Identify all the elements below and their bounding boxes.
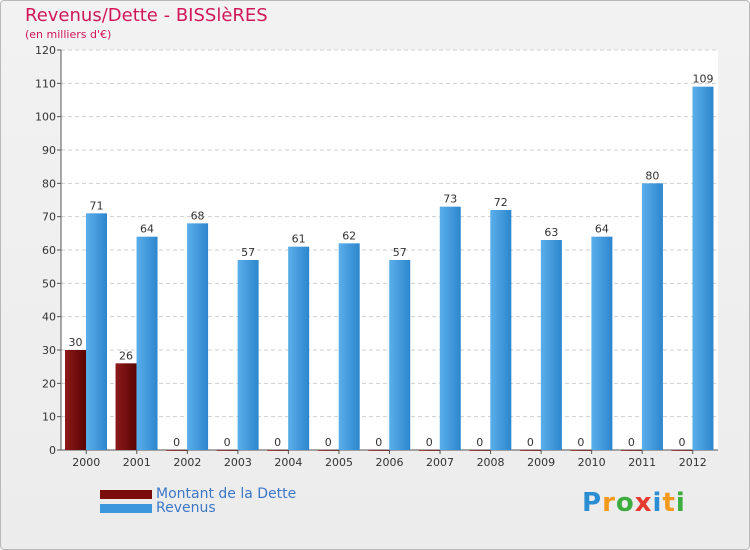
y-tick-label-80: 80	[42, 177, 56, 190]
x-tick-label-2006: 2006	[376, 456, 404, 469]
y-tick-label-60: 60	[42, 244, 56, 257]
bar-revenus-2010	[591, 236, 613, 450]
y-tick-label-120: 120	[35, 44, 56, 57]
bar-revenus-2006	[389, 260, 411, 450]
data-label-revenus-2004: 61	[292, 233, 306, 246]
x-tick-label-2010: 2010	[578, 456, 606, 469]
x-tick-label-2008: 2008	[477, 456, 505, 469]
x-tick-label-2002: 2002	[173, 456, 201, 469]
x-tick-label-2003: 2003	[224, 456, 252, 469]
bar-revenus-2007	[439, 206, 461, 450]
bar-revenus-2001	[136, 236, 158, 450]
x-tick-label-2011: 2011	[628, 456, 656, 469]
bar-revenus-2004	[288, 246, 310, 450]
y-tick-label-90: 90	[42, 144, 56, 157]
logo-letter: r	[602, 488, 616, 518]
data-label-dette-2002: 0	[173, 436, 180, 449]
legend-swatch-revenus	[100, 504, 152, 513]
y-tick-label-70: 70	[42, 211, 56, 224]
logo-letter: t	[662, 488, 676, 518]
bar-chart: 0 10 20 30 40 50 60 70 80 90 100 110 120 2000 30 71 2001…	[35, 44, 718, 469]
data-label-revenus-2012: 109	[692, 73, 713, 86]
y-tick-label-50: 50	[42, 277, 56, 290]
logo-letter: o	[615, 488, 635, 518]
bar-dette-2010	[570, 450, 592, 451]
data-label-revenus-2002: 68	[191, 209, 205, 222]
bar-revenus-2011	[641, 183, 663, 451]
data-label-revenus-2011: 80	[645, 169, 659, 182]
x-tick-label-2009: 2009	[527, 456, 555, 469]
legend-swatch-dette	[100, 490, 152, 499]
data-label-dette-2011: 0	[628, 436, 635, 449]
data-label-dette-2004: 0	[274, 436, 281, 449]
data-label-dette-2006: 0	[375, 436, 382, 449]
bar-dette-2001	[115, 363, 137, 450]
logo-letter: i	[675, 488, 686, 518]
x-tick-label-2005: 2005	[325, 456, 353, 469]
data-label-revenus-2001: 64	[140, 223, 154, 236]
x-tick-label-2012: 2012	[679, 456, 707, 469]
bar-revenus-2012	[692, 86, 714, 451]
x-tick-label-2001: 2001	[123, 456, 151, 469]
data-label-revenus-2003: 57	[241, 246, 255, 259]
data-label-dette-2000: 30	[69, 336, 83, 349]
bar-dette-2000	[65, 350, 86, 450]
bar-dette-2003	[216, 450, 238, 451]
chart-subtitle: (en milliers d'€)	[25, 28, 112, 41]
data-label-revenus-2010: 64	[595, 223, 609, 236]
y-tick-label-110: 110	[35, 77, 56, 90]
data-label-dette-2008: 0	[476, 436, 483, 449]
bar-dette-2002	[166, 450, 188, 451]
bar-revenus-2002	[187, 223, 209, 450]
y-tick-label-0: 0	[49, 444, 56, 457]
data-label-dette-2012: 0	[678, 436, 685, 449]
data-label-dette-2007: 0	[426, 436, 433, 449]
chart-title: Revenus/Dette - BISSlèRES	[25, 5, 268, 26]
x-tick-label-2004: 2004	[274, 456, 302, 469]
bar-revenus-2003	[237, 260, 259, 450]
bar-dette-2006	[368, 450, 390, 451]
data-label-revenus-2000: 71	[90, 199, 104, 212]
y-tick-label-20: 20	[42, 377, 56, 390]
bar-dette-2004	[267, 450, 289, 451]
logo-letter: P	[582, 488, 603, 518]
data-label-dette-2005: 0	[325, 436, 332, 449]
x-tick-label-2000: 2000	[72, 456, 100, 469]
y-tick-label-30: 30	[42, 344, 56, 357]
y-tick-label-40: 40	[42, 311, 56, 324]
x-tick-label-2007: 2007	[426, 456, 454, 469]
logo-letter: i	[652, 488, 663, 518]
bar-revenus-2005	[338, 243, 360, 450]
legend-label-revenus: Revenus	[156, 500, 216, 516]
bar-dette-2012	[671, 450, 693, 451]
data-label-revenus-2009: 63	[544, 226, 558, 239]
bar-dette-2005	[317, 450, 339, 451]
bar-dette-2009	[519, 450, 541, 451]
data-label-dette-2009: 0	[527, 436, 534, 449]
bar-dette-2007	[418, 450, 440, 451]
bar-dette-2011	[620, 450, 642, 451]
logo-letter: x	[634, 488, 653, 518]
bar-revenus-2000	[86, 213, 107, 450]
data-label-dette-2001: 26	[119, 349, 133, 362]
data-label-revenus-2005: 62	[342, 229, 356, 242]
bar-revenus-2009	[540, 240, 562, 450]
data-label-revenus-2006: 57	[393, 246, 407, 259]
y-tick-label-100: 100	[35, 111, 56, 124]
bar-dette-2008	[469, 450, 491, 451]
legend-label-dette: Montant de la Dette	[156, 486, 297, 502]
y-tick-label-10: 10	[42, 411, 56, 424]
data-label-revenus-2007: 73	[443, 193, 457, 206]
bar-revenus-2008	[490, 210, 512, 450]
data-label-dette-2003: 0	[224, 436, 231, 449]
data-label-revenus-2008: 72	[494, 196, 508, 209]
data-label-dette-2010: 0	[577, 436, 584, 449]
proxiti-logo: Proxiti	[582, 488, 686, 518]
